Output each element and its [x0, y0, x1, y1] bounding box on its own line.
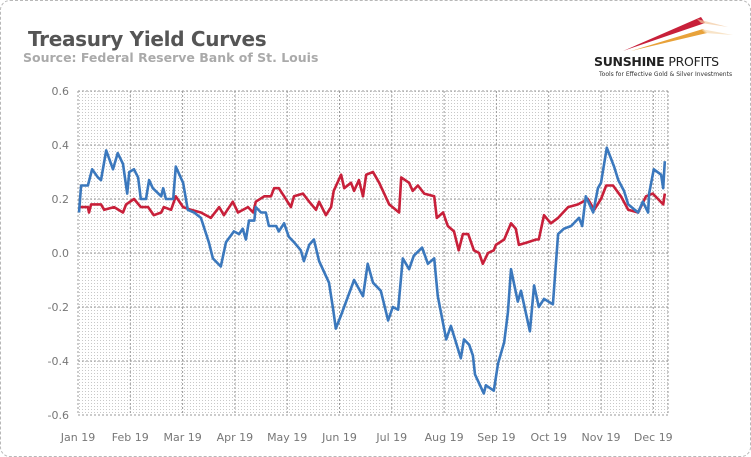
x-tick-label: Mar 19	[163, 431, 201, 444]
y-tick-label: 0.4	[52, 139, 70, 152]
x-tick-label: Dec 19	[634, 431, 673, 444]
y-tick-label: -0.6	[48, 409, 69, 422]
chart-source: Source: Federal Reserve Bank of St. Loui…	[23, 50, 319, 65]
x-tick-label: Apr 19	[217, 431, 254, 444]
x-tick-label: May 19	[267, 431, 307, 444]
x-tick-label: Oct 19	[530, 431, 567, 444]
x-tick-label: Jun 19	[321, 431, 357, 444]
logo-rays-icon	[623, 17, 733, 51]
x-tick-label: Nov 19	[582, 431, 621, 444]
x-tick-label: Jan 19	[60, 431, 95, 444]
series-line-blue	[77, 146, 667, 395]
x-tick-label: Sep 19	[477, 431, 515, 444]
y-tick-label: -0.2	[48, 301, 69, 314]
y-tick-label: 0.2	[52, 193, 70, 206]
series-line-red	[79, 170, 667, 266]
logo-tagline: Tools for Effective Gold & Silver Invest…	[599, 71, 733, 78]
plot-area	[78, 91, 668, 415]
x-tick-label: Jul 19	[375, 431, 407, 444]
y-tick-label: 0.0	[52, 247, 70, 260]
logo-name: SUNSHINE PROFITS	[594, 54, 719, 69]
x-tick-label: Aug 19	[425, 431, 464, 444]
y-tick-label: -0.4	[48, 355, 69, 368]
chart-title: Treasury Yield Curves	[28, 27, 267, 51]
x-tick-label: Feb 19	[112, 431, 149, 444]
y-tick-label: 0.6	[52, 85, 70, 98]
sunshine-profits-logo: SUNSHINE PROFITS Tools for Effective Gol…	[593, 9, 743, 81]
